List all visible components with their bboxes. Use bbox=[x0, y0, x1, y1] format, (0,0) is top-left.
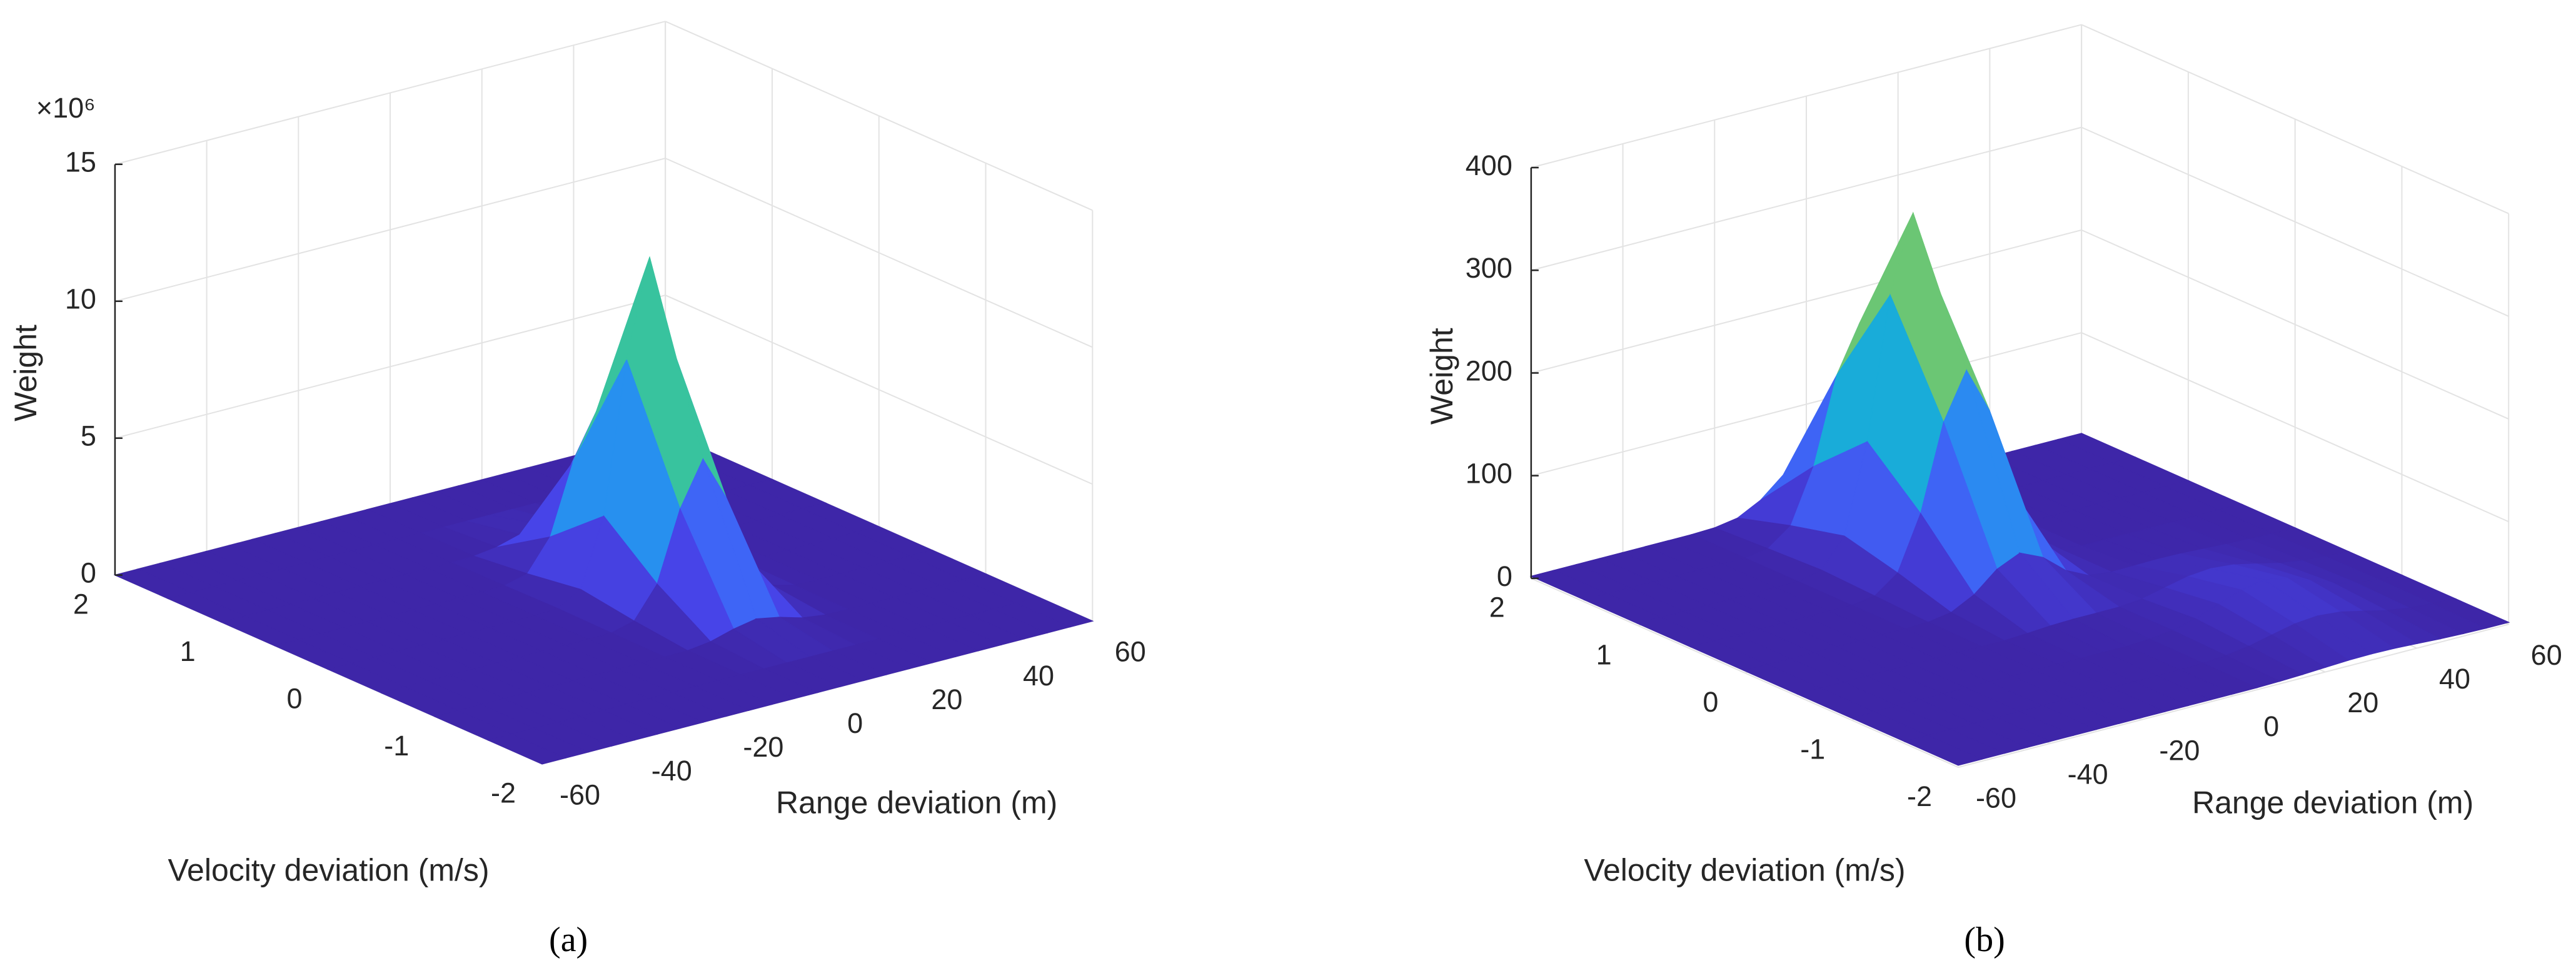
x-tick-label: 0 bbox=[2263, 710, 2279, 742]
caption: (a) bbox=[549, 920, 588, 959]
x-tick-label: -40 bbox=[652, 755, 692, 787]
axis-exponent: ×10⁶ bbox=[36, 92, 96, 124]
caption: (b) bbox=[1964, 920, 2005, 959]
y-tick-label: -2 bbox=[1907, 780, 1932, 812]
grid-line bbox=[665, 21, 1093, 211]
y-tick-label: 1 bbox=[180, 635, 196, 667]
z-tick-label: 5 bbox=[81, 420, 96, 452]
y-tick-label: 2 bbox=[73, 588, 89, 620]
y-axis-label: Velocity deviation (m/s) bbox=[1584, 852, 1905, 887]
y-tick-label: -1 bbox=[384, 730, 409, 762]
y-tick-label: 0 bbox=[286, 683, 302, 715]
x-tick-label: 20 bbox=[931, 683, 962, 715]
z-axis-label: Weight bbox=[1424, 328, 1459, 425]
y-tick-label: 2 bbox=[1489, 592, 1505, 623]
y-axis-label: Velocity deviation (m/s) bbox=[168, 852, 489, 887]
x-tick-label: -20 bbox=[2159, 734, 2200, 766]
grid-line bbox=[114, 295, 666, 439]
surface-patch bbox=[487, 734, 567, 765]
z-tick-label: 400 bbox=[1466, 149, 1512, 181]
z-tick-label: 0 bbox=[1497, 560, 1512, 592]
x-tick-label: 60 bbox=[1115, 636, 1146, 668]
x-tick-label: 40 bbox=[1023, 660, 1054, 692]
grid-line bbox=[1531, 577, 1959, 768]
grid-line bbox=[1531, 126, 2082, 271]
grid-line bbox=[665, 295, 1093, 485]
grid-line bbox=[1531, 24, 2082, 168]
z-axis-label: Weight bbox=[8, 325, 43, 421]
x-tick-label: -60 bbox=[560, 779, 600, 810]
x-tick-label: -60 bbox=[1976, 782, 2016, 814]
x-tick-label: 60 bbox=[2531, 639, 2562, 671]
x-axis-label: Range deviation (m) bbox=[2192, 785, 2473, 820]
y-tick-label: 1 bbox=[1596, 638, 1612, 670]
grid-line bbox=[114, 158, 666, 302]
z-tick-label: 300 bbox=[1466, 252, 1512, 284]
grid-line bbox=[2081, 126, 2509, 317]
grid-line bbox=[2081, 229, 2509, 420]
grid-line bbox=[114, 21, 666, 165]
grid-line bbox=[1531, 332, 2082, 476]
surface-patch bbox=[1903, 735, 1983, 766]
x-tick-label: 0 bbox=[847, 707, 863, 739]
panel: 0 5 10 15 -2 -1 0 1 2 -60 -40 -20 0 20 40 60 Weight Veloc… bbox=[8, 21, 1146, 959]
y-tick-label: -1 bbox=[1800, 733, 1825, 765]
z-tick-label: 15 bbox=[65, 146, 96, 178]
x-tick-label: 40 bbox=[2439, 663, 2470, 695]
y-tick-label: 0 bbox=[1703, 686, 1718, 718]
grid-line bbox=[665, 158, 1093, 348]
z-tick-label: 10 bbox=[65, 283, 96, 315]
panel: 0 100 200 300 400 -2 -1 0 1 2 -60 -40 -20 0 20 40 60 Weig… bbox=[1424, 24, 2562, 959]
x-tick-label: -40 bbox=[2068, 758, 2108, 790]
grid-line bbox=[2081, 332, 2509, 523]
y-tick-label: -2 bbox=[491, 777, 516, 809]
x-tick-label: -20 bbox=[743, 731, 783, 763]
z-tick-label: 200 bbox=[1466, 355, 1512, 386]
grid-line bbox=[1958, 623, 2509, 769]
x-axis-label: Range deviation (m) bbox=[776, 785, 1057, 820]
x-tick-label: 20 bbox=[2347, 687, 2378, 718]
grid-line bbox=[2081, 24, 2509, 214]
z-tick-label: 100 bbox=[1466, 458, 1512, 490]
z-tick-label: 0 bbox=[81, 557, 96, 589]
grid-line bbox=[1531, 229, 2082, 374]
